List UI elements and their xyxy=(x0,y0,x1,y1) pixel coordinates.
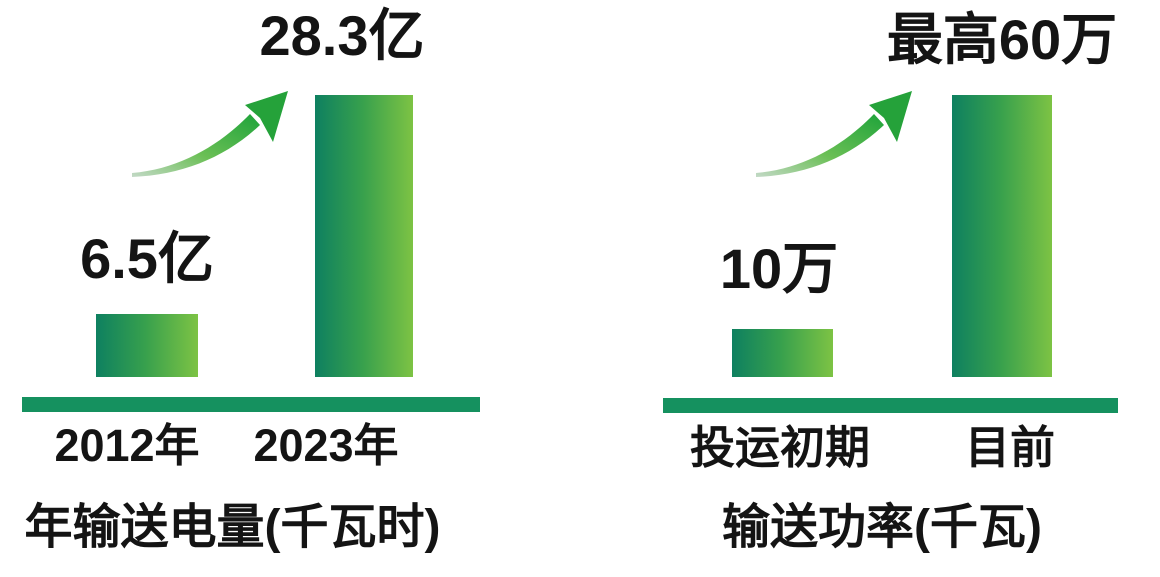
growth-arrow-icon xyxy=(756,91,912,177)
bar-2023 xyxy=(315,95,413,377)
category-label-2012: 2012年 xyxy=(54,420,200,471)
category-label-2023: 2023年 xyxy=(253,420,399,471)
growth-arrow-icon xyxy=(132,91,288,177)
value-label-2023: 28.3亿 xyxy=(259,4,425,67)
chart-title-energy: 年输送电量(千瓦时) xyxy=(24,501,441,554)
value-label-current: 最高60万 xyxy=(886,8,1118,71)
value-label-2012: 6.5亿 xyxy=(80,227,214,290)
chart-title-power: 输送功率(千瓦) xyxy=(722,501,1042,554)
axis-baseline-right xyxy=(663,398,1118,413)
category-label-initial: 投运初期 xyxy=(689,422,870,473)
bar-current xyxy=(952,95,1052,377)
category-label-current: 目前 xyxy=(964,422,1055,473)
axis-baseline-left xyxy=(22,397,480,412)
value-label-initial: 10万 xyxy=(719,237,839,300)
bar-2012 xyxy=(96,314,198,377)
bar-initial xyxy=(732,329,833,377)
